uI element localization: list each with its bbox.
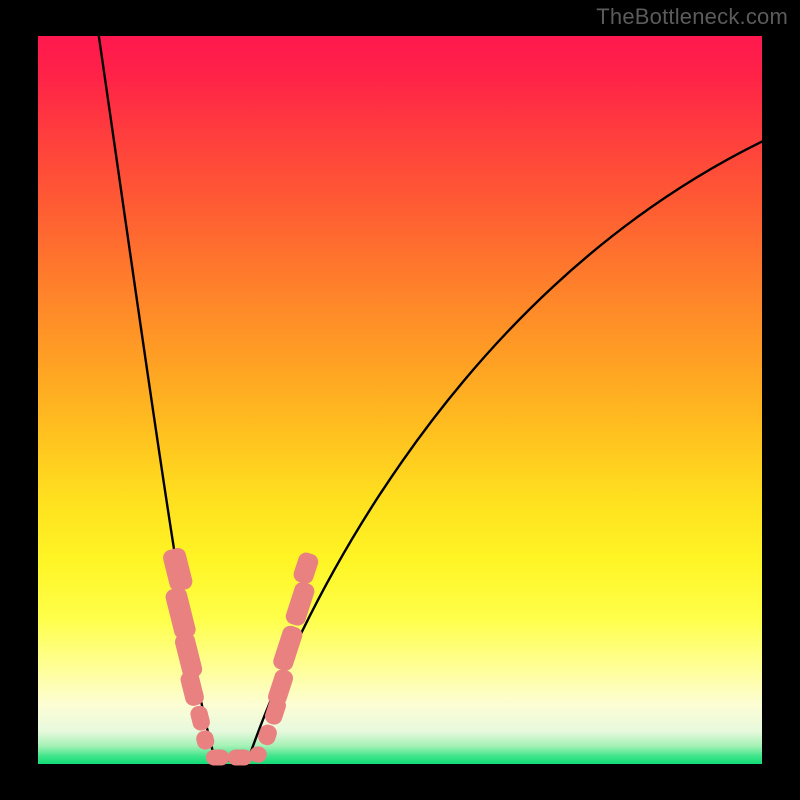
chart-container: TheBottleneck.com [0, 0, 800, 800]
bottleneck-curve-chart [0, 0, 800, 800]
curve-marker-bottom-1 [228, 749, 253, 765]
gradient-background [38, 36, 762, 764]
watermark-text: TheBottleneck.com [596, 4, 788, 30]
curve-marker-bottom-0 [206, 749, 229, 765]
curve-marker-bottom-2 [249, 747, 266, 763]
